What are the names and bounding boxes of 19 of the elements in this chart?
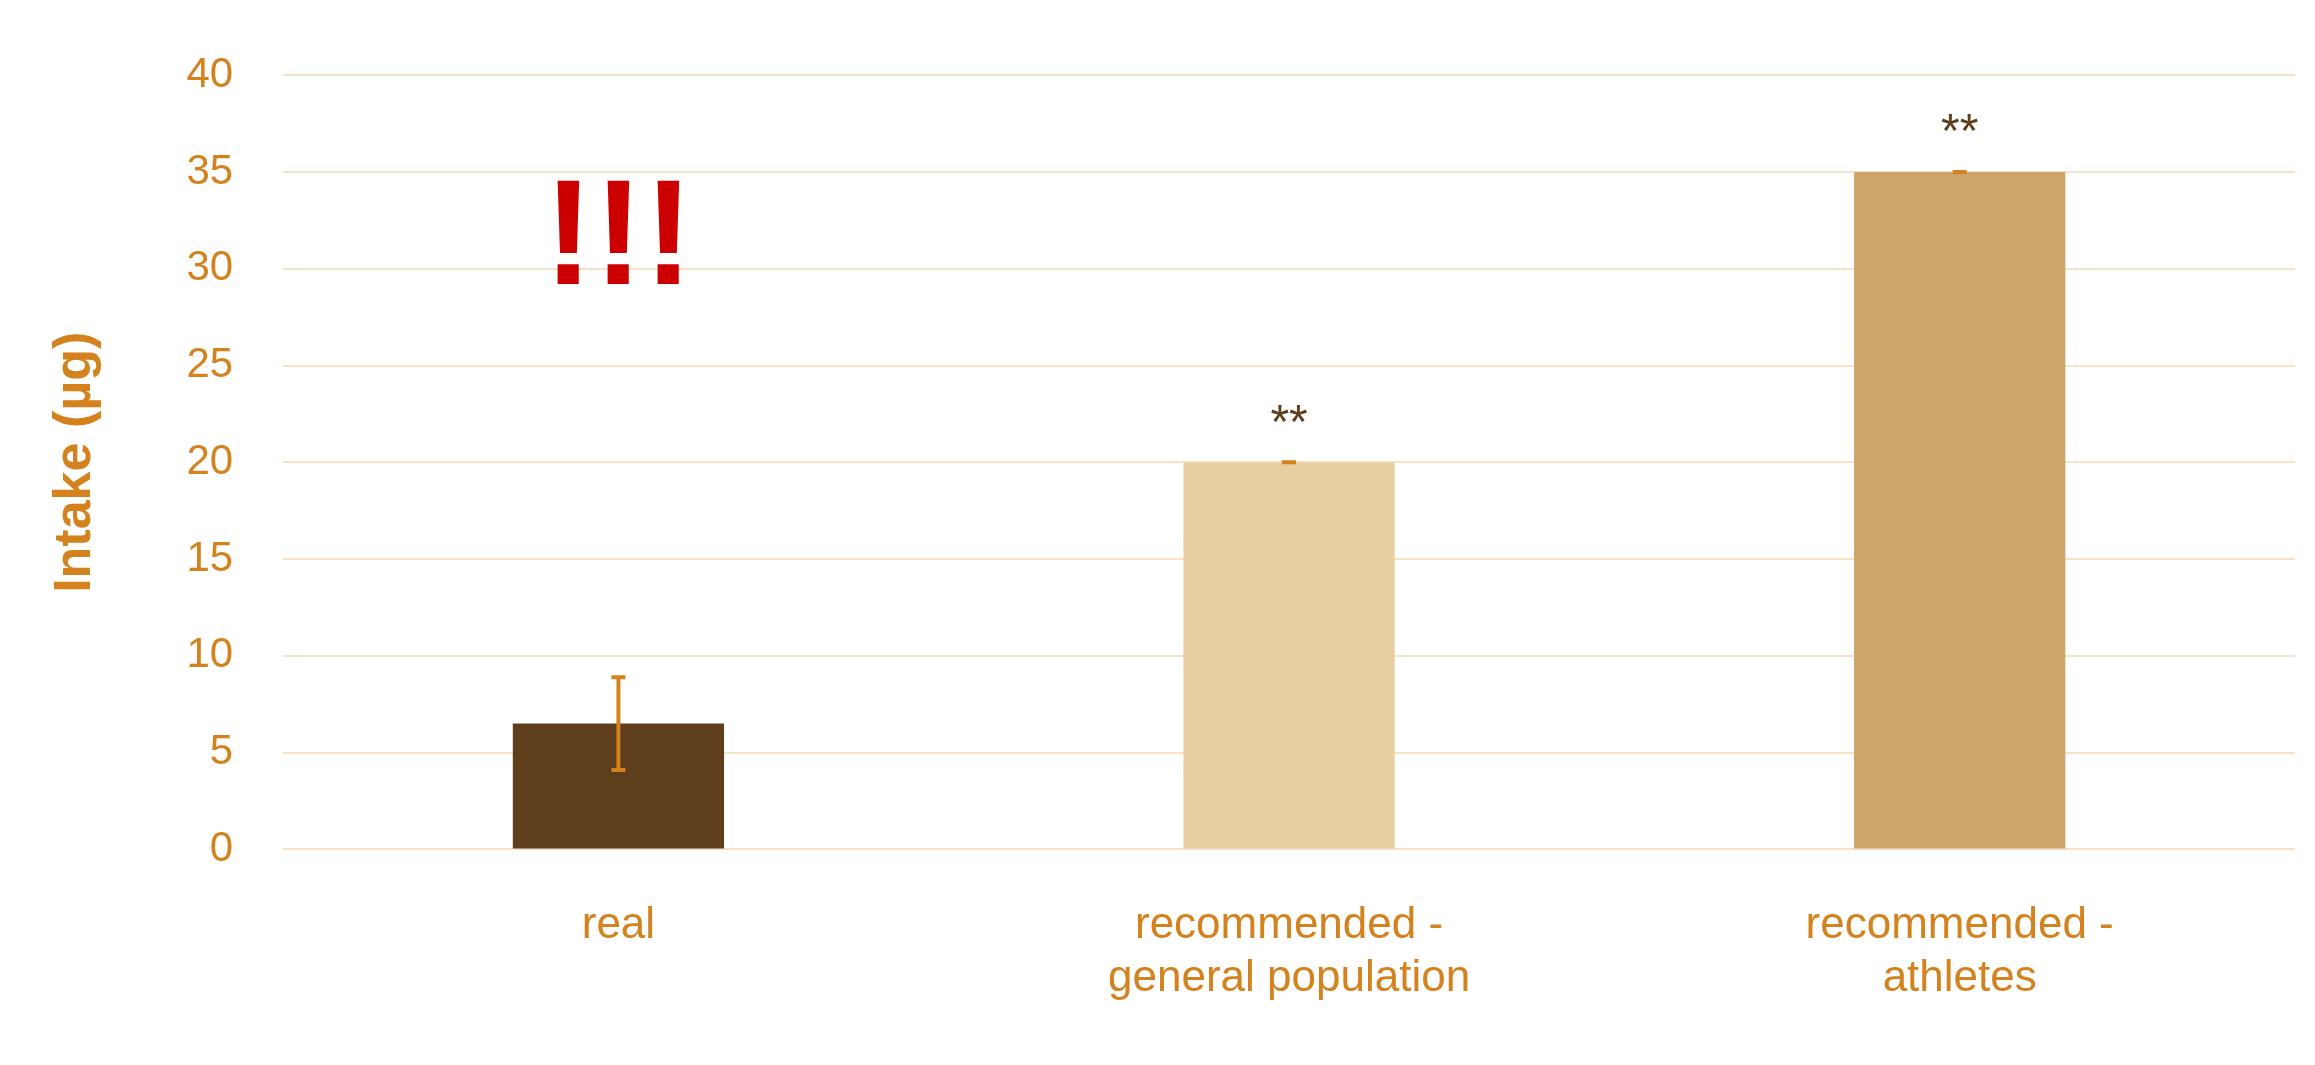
annotation: ** [1941,104,1979,158]
annotation: !!! [543,148,694,317]
y-tick-label: 10 [186,629,234,677]
x-tick-label: recommended - general population [1108,897,1471,1000]
y-tick-label: 20 [186,435,234,483]
x-tick-label: recommended - athletes [1805,897,2114,1000]
y-tick-label: 25 [186,339,234,387]
x-tick-label: real [581,897,656,947]
bar [1183,462,1395,849]
y-tick-label: 0 [209,822,234,870]
y-tick-label: 30 [186,242,234,290]
annotation: ** [1270,394,1308,448]
y-tick-label: 35 [186,145,234,193]
y-tick-label: 15 [186,532,234,580]
bar [512,723,725,849]
bar [1854,171,2066,849]
y-tick-label: 40 [186,48,234,96]
y-tick-label: 5 [209,726,234,774]
y-axis-title: Intake (µg) [42,331,101,593]
